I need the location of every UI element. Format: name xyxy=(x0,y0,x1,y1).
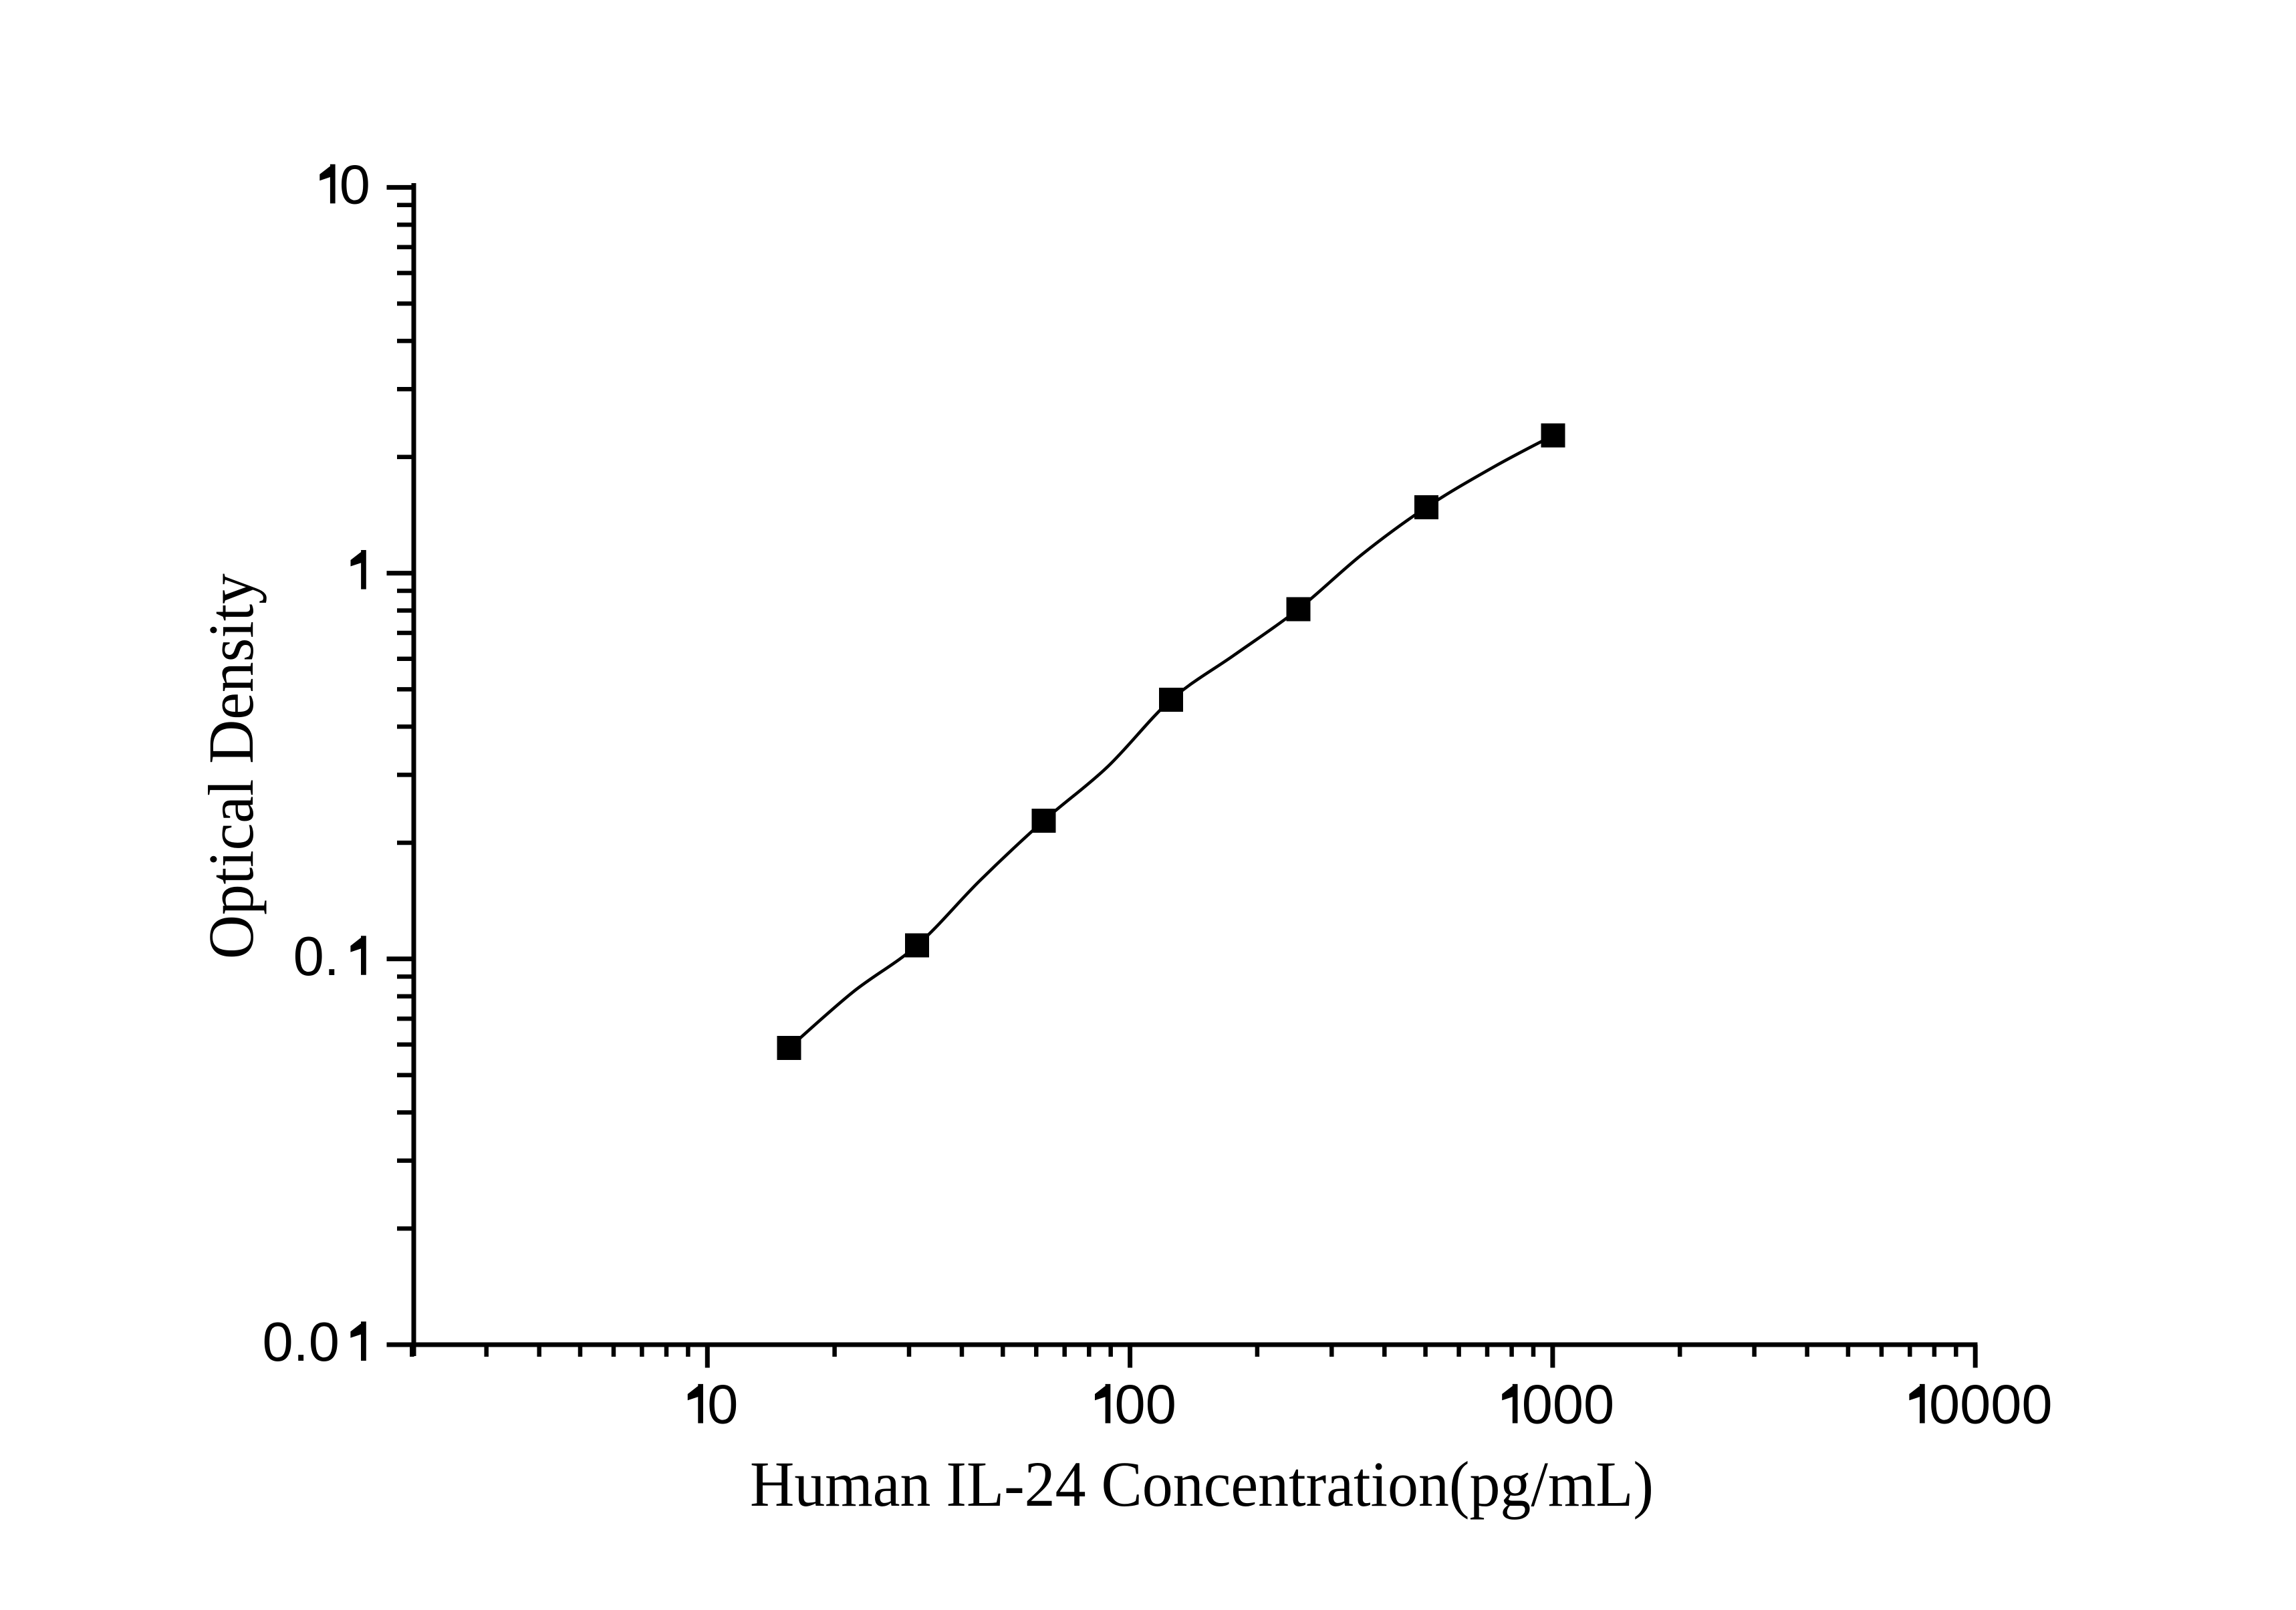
svg-text:Human IL-24 Concentration(pg/m: Human IL-24 Concentration(pg/mL) xyxy=(750,1448,1654,1520)
svg-text:0: 0 xyxy=(1115,1373,1146,1436)
svg-text:0: 0 xyxy=(263,1311,293,1373)
svg-text:0: 0 xyxy=(1960,1373,1991,1436)
svg-text:Optical Density: Optical Density xyxy=(195,573,267,959)
svg-text:0: 0 xyxy=(1583,1373,1614,1436)
svg-text:0: 0 xyxy=(340,153,370,215)
svg-text:0: 0 xyxy=(1929,1373,1960,1436)
svg-text:0: 0 xyxy=(1522,1373,1553,1436)
svg-text:0: 0 xyxy=(293,925,324,987)
svg-text:0: 0 xyxy=(1146,1373,1176,1436)
svg-text:0: 0 xyxy=(2021,1373,2052,1436)
svg-text:0: 0 xyxy=(707,1373,738,1436)
svg-text:0: 0 xyxy=(1991,1373,2021,1436)
svg-text:.: . xyxy=(293,1311,309,1373)
svg-text:.: . xyxy=(324,925,340,987)
svg-text:0: 0 xyxy=(1553,1373,1583,1436)
svg-text:0: 0 xyxy=(309,1311,340,1373)
